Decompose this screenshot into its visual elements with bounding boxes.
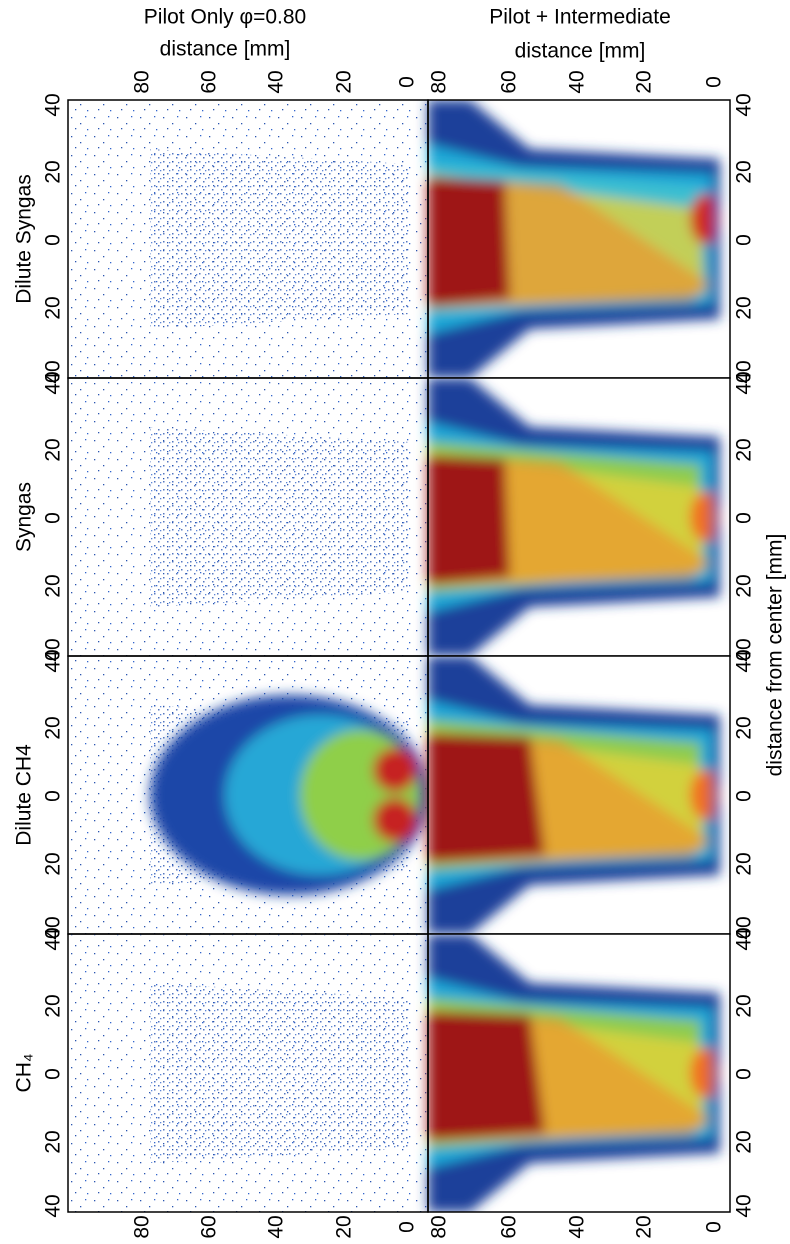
flame-red — [428, 177, 510, 307]
y-tick-label: 20 — [733, 1130, 756, 1153]
y-tick-label: 40 — [42, 360, 65, 383]
y-tick-label: 40 — [733, 1194, 756, 1217]
x-tick-label: 40 — [566, 70, 589, 93]
y-tick-label: 40 — [733, 638, 756, 661]
y-tick-label: 20 — [42, 994, 65, 1017]
panels — [67, 99, 731, 1213]
y-tick-label: 40 — [42, 649, 65, 672]
y-tick-label: 40 — [733, 916, 756, 939]
x-tick-label: 20 — [633, 1215, 656, 1238]
y-tick-label: 20 — [42, 716, 65, 739]
y-tick-label: 40 — [733, 93, 756, 116]
column-title: Pilot + Intermediate — [489, 6, 671, 29]
x-tick-label: 60 — [198, 70, 221, 93]
panel-row — [68, 100, 730, 378]
speckle-plume — [150, 149, 410, 329]
x-tick-label: 0 — [396, 1221, 419, 1233]
y-tick-label: 20 — [42, 1130, 65, 1153]
plume-red — [373, 748, 417, 792]
y-tick-label: 20 — [733, 438, 756, 461]
y-tick-label: 20 — [733, 160, 756, 183]
nozzle — [712, 715, 718, 875]
y-tick-label: 40 — [733, 927, 756, 950]
speckle-plume — [150, 983, 410, 1163]
y-tick-label: 20 — [733, 574, 756, 597]
y-tick-label: 0 — [733, 234, 756, 246]
y-tick-label: 0 — [733, 1068, 756, 1080]
flame-red — [428, 1011, 545, 1141]
x-tick-label: 40 — [566, 1215, 589, 1238]
y-tick-label: 0 — [733, 512, 756, 524]
y-tick-label: 40 — [733, 649, 756, 672]
side-axis-label: distance from center [mm] — [764, 534, 787, 777]
flame-red — [428, 455, 510, 585]
column-axis-label: distance [mm] — [160, 38, 291, 61]
x-tick-label: 0 — [396, 76, 419, 88]
y-tick-label: 0 — [42, 512, 65, 524]
y-tick-label: 40 — [42, 916, 65, 939]
x-tick-label: 20 — [633, 70, 656, 93]
nozzle — [712, 437, 718, 597]
x-tick-label: 20 — [333, 70, 356, 93]
y-tick-label: 40 — [42, 638, 65, 661]
flame — [428, 100, 720, 378]
row-label: Syngas — [13, 482, 36, 552]
x-tick-label: 0 — [703, 76, 726, 88]
y-tick-label: 40 — [733, 371, 756, 394]
y-tick-label: 20 — [733, 716, 756, 739]
y-tick-label: 40 — [733, 360, 756, 383]
x-tick-label: 80 — [131, 1215, 154, 1238]
x-tick-label: 80 — [428, 70, 451, 93]
y-tick-label: 20 — [42, 296, 65, 319]
panel-row — [68, 934, 730, 1212]
panel-frame — [427, 933, 731, 1213]
column-axis-label: distance [mm] — [515, 40, 646, 63]
panel-row — [68, 656, 730, 934]
plume-red — [373, 798, 417, 842]
x-tick-label: 80 — [131, 70, 154, 93]
y-tick-label: 0 — [42, 234, 65, 246]
x-tick-label: 60 — [198, 1215, 221, 1238]
y-tick-label: 40 — [42, 1194, 65, 1217]
x-tick-label: 60 — [498, 70, 521, 93]
row-label: CH₄ — [13, 1054, 36, 1093]
y-tick-label: 40 — [42, 93, 65, 116]
y-tick-label: 40 — [42, 371, 65, 394]
y-tick-label: 20 — [42, 852, 65, 875]
x-tick-label: 0 — [703, 1221, 726, 1233]
y-tick-label: 20 — [42, 438, 65, 461]
y-tick-label: 20 — [733, 296, 756, 319]
x-tick-label: 40 — [265, 1215, 288, 1238]
x-tick-label: 80 — [428, 1215, 451, 1238]
x-tick-label: 60 — [498, 1215, 521, 1238]
flame-red — [428, 733, 545, 863]
y-tick-label: 0 — [42, 1068, 65, 1080]
y-tick-label: 0 — [42, 790, 65, 802]
column-title: Pilot Only φ=0.80 — [144, 6, 306, 29]
y-tick-label: 20 — [42, 574, 65, 597]
flame — [428, 656, 720, 934]
y-tick-label: 20 — [42, 160, 65, 183]
row-label: Dilute CH4 — [13, 744, 36, 846]
panel-row — [68, 378, 730, 656]
row-label: Dilute Syngas — [13, 174, 36, 304]
plume — [150, 695, 430, 895]
y-tick-label: 40 — [42, 927, 65, 950]
y-tick-label: 20 — [733, 994, 756, 1017]
flame — [428, 934, 720, 1212]
speckle-plume — [150, 427, 410, 607]
flame — [428, 378, 720, 656]
nozzle — [712, 993, 718, 1153]
y-tick-label: 0 — [733, 790, 756, 802]
y-tick-label: 20 — [733, 852, 756, 875]
x-tick-label: 20 — [333, 1215, 356, 1238]
x-tick-label: 40 — [265, 70, 288, 93]
nozzle — [712, 159, 718, 319]
